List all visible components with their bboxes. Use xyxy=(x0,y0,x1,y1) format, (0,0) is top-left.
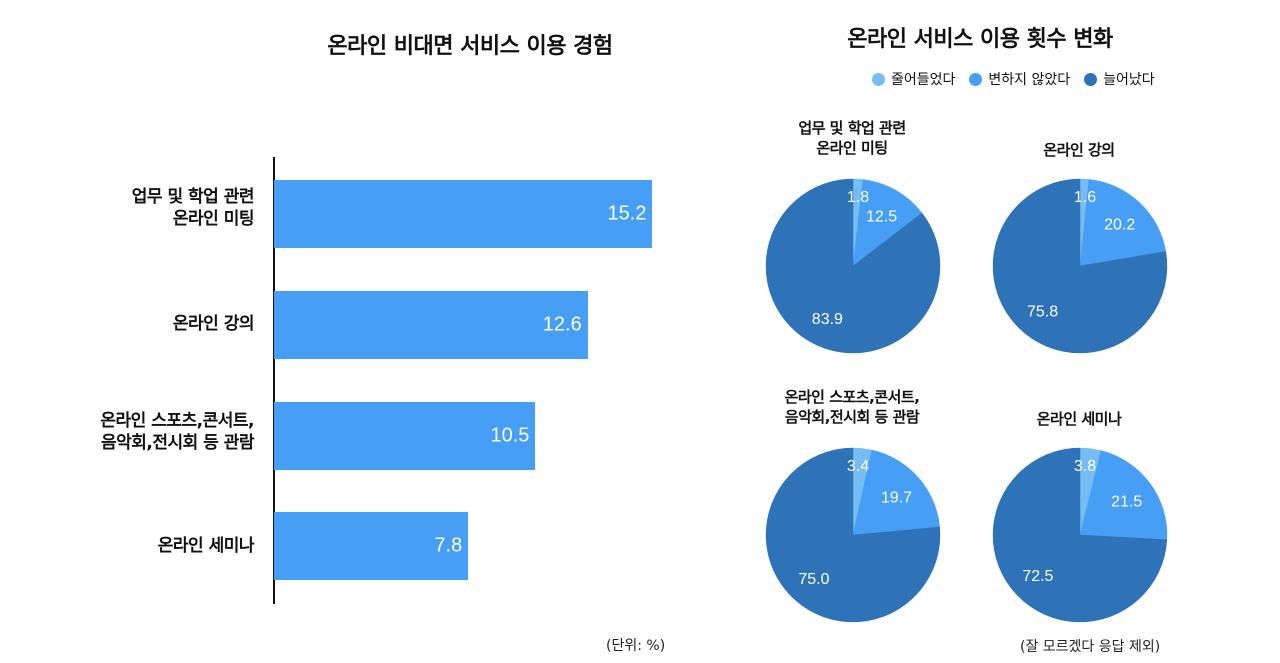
bar: 7.8 xyxy=(274,512,469,580)
bar: 15.2 xyxy=(274,180,653,248)
pie-value-label: 1.6 xyxy=(1074,189,1096,206)
bar-category-label: 업무 및 학업 관련 온라인 미팅 xyxy=(131,187,255,229)
pie-slice-unchanged xyxy=(852,449,940,536)
pie-value-label: 3.4 xyxy=(847,458,869,475)
pie-value-label: 75.0 xyxy=(798,571,829,588)
pie-value-label: 75.8 xyxy=(1027,303,1058,320)
pie-value-label: 12.5 xyxy=(866,209,897,226)
legend-item-increased: 늘어났다 xyxy=(1084,69,1155,89)
pie-label: 업무 및 학업 관련 온라인 미팅 xyxy=(798,119,906,157)
legend-label: 변하지 않았다 xyxy=(988,72,1071,88)
pie-chart: 1.8 12.5 83.9 xyxy=(765,178,941,354)
pie-slice-unchanged xyxy=(852,179,923,267)
pie-slice-increased xyxy=(992,178,1168,354)
pie-value-label: 1.8 xyxy=(847,189,869,206)
pie-label: 온라인 강의 xyxy=(1043,141,1115,159)
pie-slice-increased xyxy=(765,447,941,623)
legend-label: 늘어났다 xyxy=(1103,72,1155,88)
legend-swatch xyxy=(969,72,983,86)
pie-chart: 3.8 21.5 72.5 xyxy=(992,447,1168,623)
pie-value-label: 19.7 xyxy=(881,490,912,507)
pie-legend: 줄어들었다 변하지 않았다 늘어났다 xyxy=(872,69,1155,89)
pie-value-label: 83.9 xyxy=(812,311,843,328)
pie-label: 온라인 스포츠,콘서트, 음악회,전시회 등 관람 xyxy=(784,388,920,426)
bar-category-label: 온라인 스포츠,콘서트, 음악회,전시회 등 관람 xyxy=(100,411,254,453)
bar: 10.5 xyxy=(274,402,536,470)
pie-chart: 3.4 19.7 75.0 xyxy=(765,447,941,623)
pie-value-label: 20.2 xyxy=(1104,217,1135,234)
bar-chart-axis-line xyxy=(273,157,275,604)
legend-label: 줄어들었다 xyxy=(891,72,956,88)
bar-category-label: 온라인 세미나 xyxy=(157,536,255,556)
pie-value-label: 3.8 xyxy=(1074,458,1096,475)
pie-note: (잘 모르겠다 응답 제외) xyxy=(1020,639,1161,655)
pie-slice-increased xyxy=(992,447,1168,623)
bar-category-label: 온라인 강의 xyxy=(172,314,255,334)
legend-item-unchanged: 변하지 않았다 xyxy=(969,69,1070,89)
pie-chart: 1.6 20.2 75.8 xyxy=(992,178,1168,354)
pie-value-label: 72.5 xyxy=(1022,568,1053,585)
bar-value-label: 15.2 xyxy=(607,202,647,225)
pie-slice-unchanged xyxy=(1079,450,1168,541)
unit-note: (단위: %) xyxy=(606,638,666,654)
pie-label: 온라인 세미나 xyxy=(1036,410,1122,428)
bar-value-label: 10.5 xyxy=(490,424,530,447)
bar-value-label: 12.6 xyxy=(542,313,582,336)
bar: 12.6 xyxy=(274,291,588,359)
pie-slice-unchanged xyxy=(1079,179,1167,267)
legend-item-decreased: 줄어들었다 xyxy=(872,69,955,89)
legend-swatch xyxy=(872,72,885,86)
legend-swatch xyxy=(1084,72,1098,86)
bar-chart-title: 온라인 비대면 서비스 이용 경험 xyxy=(327,34,613,59)
pie-value-label: 21.5 xyxy=(1111,494,1142,511)
pie-chart-title: 온라인 서비스 이용 횟수 변화 xyxy=(847,27,1113,52)
pie-slice-increased xyxy=(765,178,941,354)
bar-value-label: 7.8 xyxy=(434,534,463,557)
